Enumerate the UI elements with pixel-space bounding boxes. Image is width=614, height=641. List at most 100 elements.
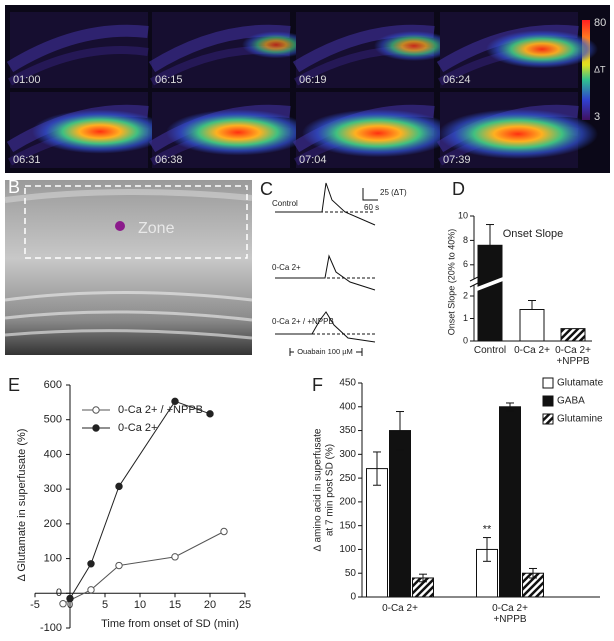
timestamp: 06:24 — [443, 74, 471, 86]
x-tick-label: 20 — [204, 599, 216, 611]
data-point — [87, 560, 95, 568]
y-tick-label: 6 — [463, 259, 468, 269]
y-axis-label: Δ amino acid in superfusate — [313, 428, 324, 551]
y-tick-label: 250 — [339, 473, 356, 484]
bar — [366, 468, 388, 598]
y-tick-label: 600 — [44, 379, 62, 391]
panel-label: E — [8, 375, 20, 395]
annotation: ** — [483, 523, 492, 535]
bar — [477, 244, 503, 342]
timestamp: 06:15 — [155, 74, 183, 86]
legend-label: 0-Ca 2+ — [118, 422, 157, 434]
y-axis-label: Δ Glutamate in superfusate (%) — [16, 429, 28, 582]
y-tick-label: 200 — [44, 518, 62, 530]
x-tick-label: 5 — [102, 599, 108, 611]
x-tick-label: -5 — [30, 599, 40, 611]
y-tick-label: 150 — [339, 520, 356, 531]
scale-bar — [362, 188, 378, 201]
frame-band — [8, 46, 149, 86]
data-point — [206, 410, 214, 418]
y-tick-label: 300 — [44, 483, 62, 495]
colorbar-min: 3 — [594, 111, 600, 123]
y-tick-label: 100 — [44, 552, 62, 564]
bar — [560, 328, 586, 342]
chart-title: Onset Slope — [503, 228, 564, 240]
panel-label: C — [260, 179, 273, 199]
x-tick-label: 0-Ca 2+ +NPPB — [555, 345, 591, 367]
y-tick-label: 8 — [463, 235, 468, 245]
y-axis-label: Onset Slope (20% to 40%) — [446, 229, 456, 336]
data-point — [220, 527, 228, 536]
frame-hotspot — [486, 30, 598, 69]
y-axis-label: at 7 min post SD (%) — [325, 444, 336, 536]
y-tick-label: 50 — [345, 568, 357, 579]
slice-image — [5, 180, 252, 355]
data-point — [87, 586, 95, 594]
x-tick-label: 0-Ca 2+ +NPPB — [492, 603, 528, 625]
y-tick-label: -100 — [40, 622, 62, 634]
y-tick-label: 1 — [463, 313, 468, 323]
y-tick-label: 400 — [339, 401, 356, 412]
y-tick-label: 500 — [44, 414, 62, 426]
slice-bands — [4, 291, 253, 340]
legend-label: 0-Ca 2+ / +NPPB — [118, 404, 203, 416]
y-tick-label: 400 — [44, 448, 62, 460]
x-tick-label: 0-Ca 2+ — [382, 603, 418, 614]
zone-dot — [115, 221, 125, 231]
y-tick-label: 0 — [350, 592, 356, 603]
x-tick-label: 25 — [239, 599, 251, 611]
trace-label: 0-Ca 2+ — [272, 263, 301, 272]
timestamp: 06:19 — [299, 74, 327, 86]
data-point — [115, 482, 123, 491]
legend-marker — [92, 406, 100, 414]
frame-band — [292, 24, 435, 73]
colorbar — [582, 20, 590, 120]
legend-label: GABA — [557, 396, 585, 407]
data-point — [115, 561, 123, 570]
legend-label: Glutamine — [557, 414, 603, 425]
timestamp: 01:00 — [13, 74, 41, 86]
data-point — [171, 553, 179, 561]
bar — [499, 406, 521, 598]
timestamp: 07:39 — [443, 154, 471, 166]
timestamp: 06:38 — [155, 154, 183, 166]
frame-band — [148, 24, 291, 73]
y-tick-label: 350 — [339, 425, 356, 436]
x-tick-label: 0 — [67, 599, 73, 611]
bar — [519, 309, 545, 342]
frame-hotspot — [302, 109, 454, 158]
y-tick-label: 300 — [339, 449, 356, 460]
bar — [389, 430, 411, 598]
x-tick-label: 0-Ca 2+ — [514, 345, 550, 356]
trace-control — [275, 182, 376, 226]
legend-swatch — [542, 413, 554, 425]
panel-label: F — [312, 375, 323, 395]
legend-swatch — [542, 395, 554, 407]
axis-break — [469, 276, 479, 288]
trace-label: 0-Ca 2+ / +NPPB — [272, 317, 334, 326]
frame-hotspot — [242, 31, 310, 59]
y-tick-label: 0 — [463, 335, 468, 345]
panel-label: B — [8, 177, 20, 197]
colorbar-label: ΔT — [594, 64, 606, 74]
y-tick-label: 10 — [458, 210, 468, 220]
drug-label: Ouabain 100 µM — [297, 347, 353, 356]
scale-y-label: 25 (ΔT) — [380, 188, 407, 197]
legend-swatch — [542, 377, 554, 389]
frame-hotspot — [32, 109, 168, 154]
frame-band — [6, 24, 149, 73]
timestamp: 06:31 — [13, 154, 41, 166]
bar-break — [477, 277, 503, 291]
data-point — [66, 594, 74, 603]
y-tick-label: 200 — [339, 497, 356, 508]
frame-hotspot — [374, 31, 454, 61]
data-point — [59, 600, 67, 608]
slice-band — [4, 188, 253, 203]
y-tick-label: 450 — [339, 378, 356, 389]
frame-hotspot — [166, 109, 310, 156]
x-axis-label: Time from onset of SD (min) — [101, 618, 239, 630]
baselines — [312, 211, 375, 335]
data-point — [171, 397, 179, 406]
